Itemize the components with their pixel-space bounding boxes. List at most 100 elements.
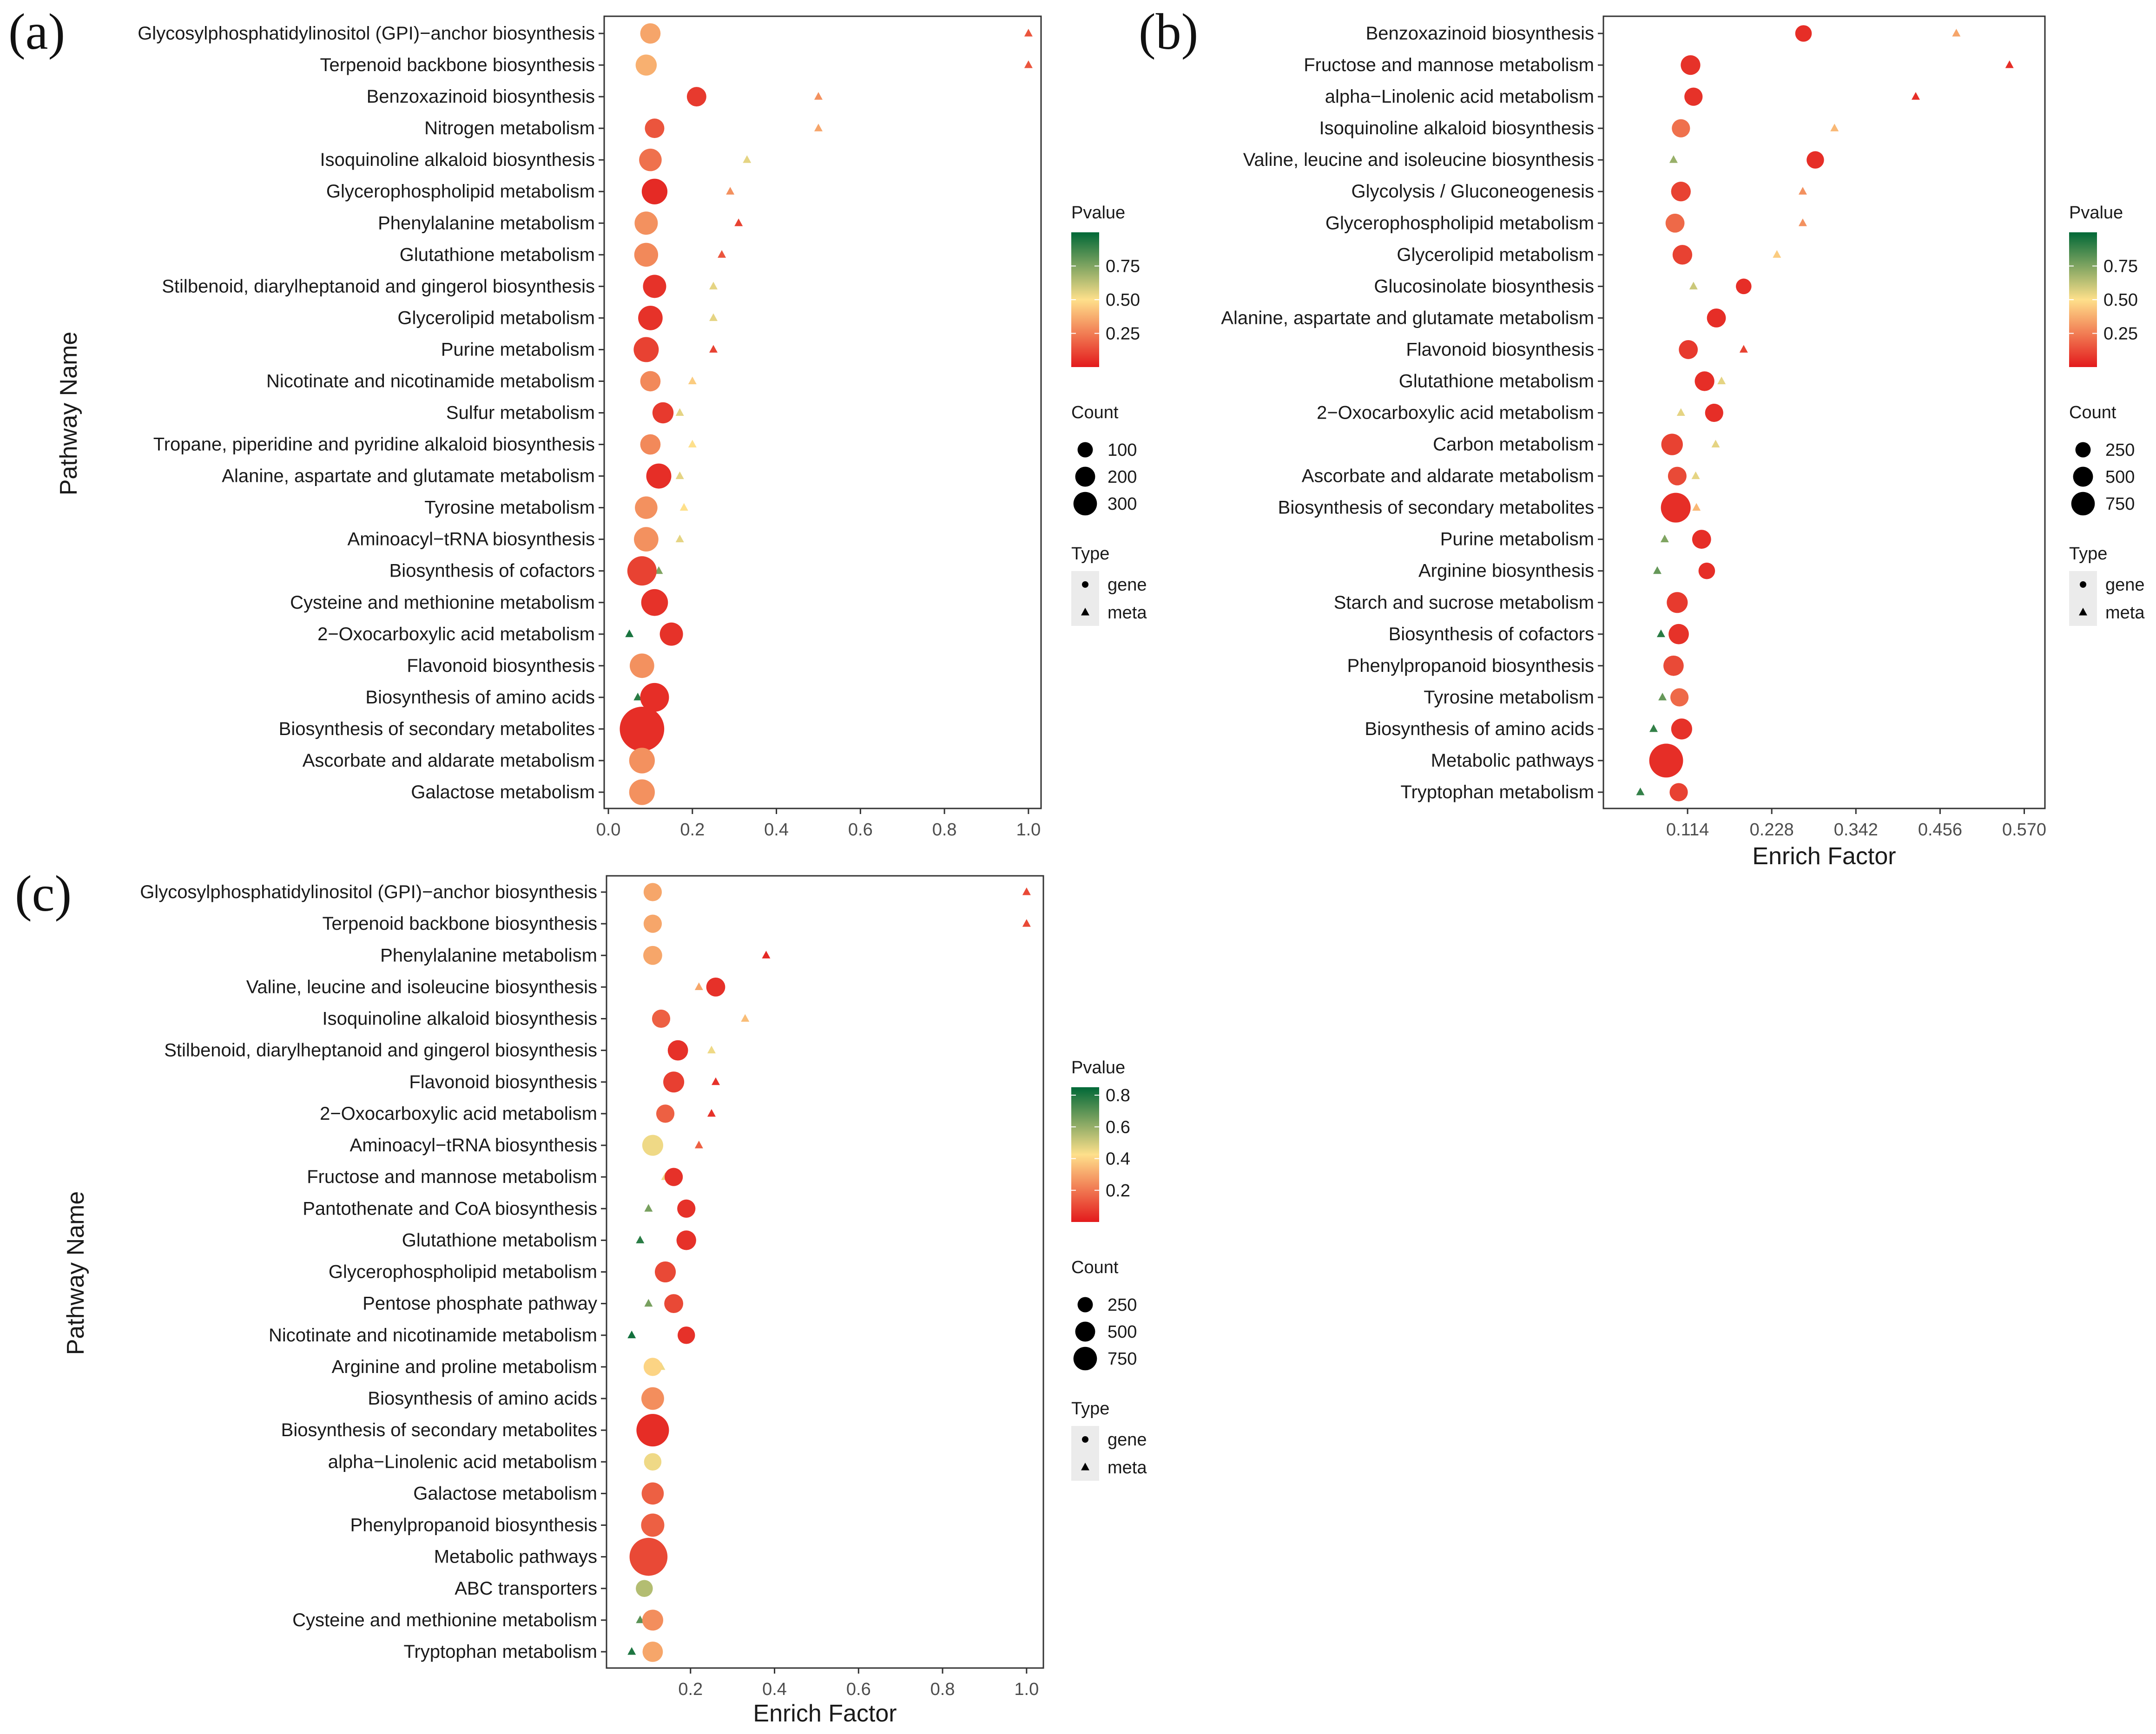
gene-point xyxy=(1692,530,1711,549)
count-legend-title: Count xyxy=(2069,403,2116,422)
type-legend-title: Type xyxy=(1071,544,1109,564)
x-tick-label: 0.0 xyxy=(596,820,621,840)
pathway-label: Glutathione metabolism xyxy=(400,244,595,265)
gene-point xyxy=(644,1453,662,1471)
pvalue-legend-title: Pvalue xyxy=(1071,203,1125,223)
x-tick-label: 0.2 xyxy=(678,1680,703,1699)
type-legend-label: gene xyxy=(1108,575,1147,595)
meta-point xyxy=(718,250,726,258)
count-legend-label: 250 xyxy=(2105,440,2135,460)
pathway-label: Tyrosine metabolism xyxy=(1424,687,1594,708)
count-legend-label: 200 xyxy=(1108,467,1137,487)
meta-point xyxy=(679,503,688,511)
gene-point xyxy=(1795,25,1812,42)
meta-point xyxy=(627,1647,636,1655)
meta-point xyxy=(1773,250,1781,258)
pathway-label: Ascorbate and aldarate metabolism xyxy=(1302,466,1594,486)
meta-point xyxy=(688,376,697,384)
gene-point xyxy=(633,337,659,362)
count-legend-label: 500 xyxy=(1108,1322,1137,1342)
pathway-label: Sulfur metabolism xyxy=(446,403,595,423)
gene-point xyxy=(635,54,657,76)
gene-point xyxy=(1670,688,1689,707)
meta-point xyxy=(636,1615,645,1623)
meta-point xyxy=(1636,788,1645,795)
pathway-label: Cysteine and methionine metabolism xyxy=(292,1610,597,1630)
pathway-label: Tropane, piperidine and pyridine alkaloi… xyxy=(153,434,595,455)
meta-point xyxy=(734,218,743,226)
x-tick-label: 0.4 xyxy=(764,820,789,840)
count-legend-label: 300 xyxy=(1108,494,1137,514)
meta-point xyxy=(1798,187,1807,195)
meta-point xyxy=(1711,440,1720,448)
count-legend-label: 500 xyxy=(2105,467,2135,487)
gene-point xyxy=(1681,55,1701,75)
meta-point xyxy=(814,92,823,100)
count-legend-label: 750 xyxy=(1108,1349,1137,1369)
type-legend-label: meta xyxy=(1108,1458,1147,1478)
pathway-label: Glycosylphosphatidylinositol (GPI)−ancho… xyxy=(138,23,595,44)
meta-point xyxy=(709,345,718,353)
pvalue-tick-label: 0.4 xyxy=(1106,1149,1130,1169)
meta-point xyxy=(694,982,703,990)
gene-point xyxy=(1665,213,1685,233)
pathway-label: Phenylpropanoid biosynthesis xyxy=(1347,656,1594,676)
meta-point xyxy=(1830,124,1839,131)
pathway-label: Biosynthesis of cofactors xyxy=(1389,624,1594,644)
count-legend-label: 100 xyxy=(1108,440,1137,460)
meta-point xyxy=(741,1014,750,1022)
count-legend-symbol xyxy=(1075,466,1095,487)
gene-point xyxy=(1671,718,1692,740)
gene-point xyxy=(641,1513,665,1537)
gene-point xyxy=(646,463,672,489)
pathway-label: Flavonoid biosynthesis xyxy=(409,1072,597,1092)
pathway-label: Aminoacyl−tRNA biosynthesis xyxy=(350,1135,597,1156)
gene-point xyxy=(656,1104,675,1123)
pathway-label: Carbon metabolism xyxy=(1433,434,1594,455)
meta-point xyxy=(1739,345,1748,353)
meta-point xyxy=(1798,218,1807,226)
meta-point xyxy=(644,1204,653,1212)
pathway-label: Glycerophospholipid metabolism xyxy=(1325,213,1594,233)
pathway-label: Benzoxazinoid biosynthesis xyxy=(367,86,595,107)
gene-point xyxy=(641,178,668,204)
pathway-label: Nicotinate and nicotinamide metabolism xyxy=(266,371,595,391)
gene-point xyxy=(636,1580,653,1597)
pvalue-tick-label: 0.75 xyxy=(2103,257,2138,276)
gene-point xyxy=(686,87,706,107)
gene-point xyxy=(629,1537,668,1576)
pathway-label: Biosynthesis of amino acids xyxy=(1365,719,1594,739)
gene-point xyxy=(665,1168,683,1186)
x-tick-label: 0.228 xyxy=(1750,820,1794,840)
pathway-label: Isoquinoline alkaloid biosynthesis xyxy=(320,150,595,170)
x-tick-label: 0.8 xyxy=(932,820,957,840)
meta-point xyxy=(2005,60,2014,68)
pathway-label: Stilbenoid, diarylheptanoid and gingerol… xyxy=(162,276,595,296)
meta-point xyxy=(707,1109,716,1117)
pathway-label: Glutathione metabolism xyxy=(402,1230,597,1250)
meta-point xyxy=(633,692,642,701)
meta-point xyxy=(1717,376,1726,384)
meta-point xyxy=(1024,29,1033,37)
meta-point xyxy=(694,1141,703,1149)
type-legend-meta-symbol xyxy=(2079,608,2087,616)
pathway-label: Biosynthesis of cofactors xyxy=(389,561,595,581)
meta-point xyxy=(712,1077,720,1085)
gene-point xyxy=(1694,371,1714,391)
x-axis-title: Enrich Factor xyxy=(753,1700,897,1727)
gene-point xyxy=(643,914,662,933)
gene-point xyxy=(634,243,659,267)
pvalue-tick-label: 0.8 xyxy=(1106,1086,1130,1105)
x-tick-label: 0.570 xyxy=(2002,820,2046,840)
meta-point xyxy=(762,951,771,959)
meta-point xyxy=(1691,471,1700,479)
gene-point xyxy=(1705,403,1723,422)
meta-point xyxy=(1653,566,1662,574)
type-legend-meta-symbol xyxy=(1081,1463,1089,1471)
pathway-label: Biosynthesis of amino acids xyxy=(365,687,595,708)
gene-point xyxy=(620,707,665,751)
pathway-label: Cysteine and methionine metabolism xyxy=(290,592,595,613)
panel-b: Benzoxazinoid biosynthesis Fructose and m… xyxy=(1221,15,2145,870)
gene-point xyxy=(706,977,725,997)
pathway-label: ABC transporters xyxy=(455,1578,597,1599)
